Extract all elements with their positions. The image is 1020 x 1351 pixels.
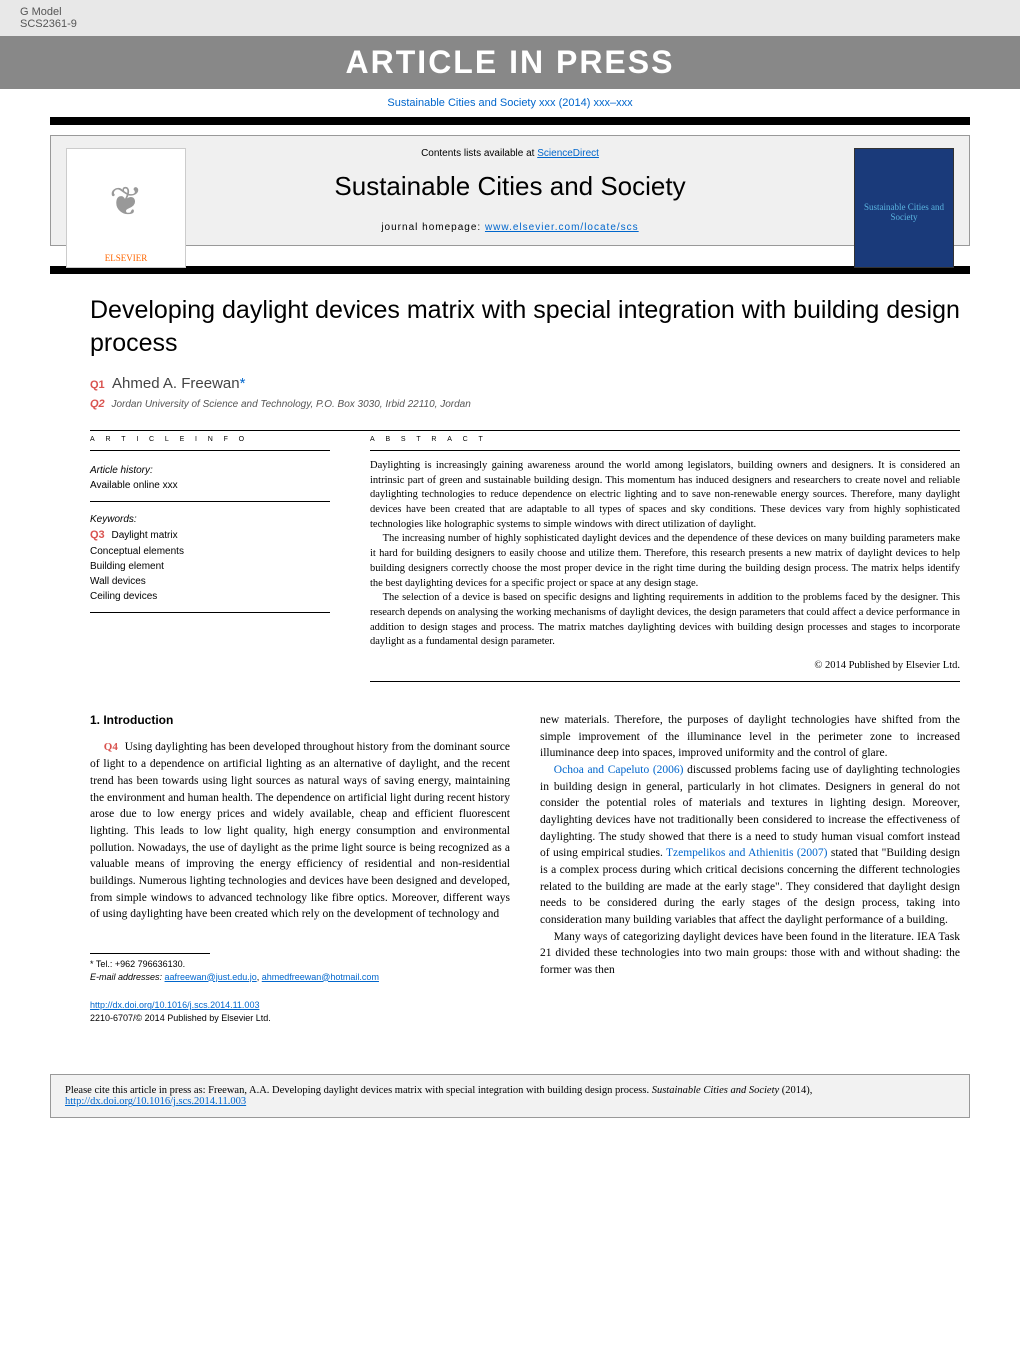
abstract-p3: The selection of a device is based on sp…: [370, 591, 960, 650]
tel-line: * Tel.: +962 796636130.: [90, 958, 510, 971]
cite-text-b: (2014),: [779, 1085, 812, 1096]
abstract-text: Daylighting is increasingly gaining awar…: [370, 459, 960, 650]
right-column: new materials. Therefore, the purposes o…: [540, 712, 960, 1024]
history-label: Article history:: [90, 463, 330, 478]
author-line: Q1 Ahmed A. Freewan*: [90, 375, 960, 392]
intro-p1: Q4 Using daylighting has been developed …: [90, 739, 510, 923]
abstract-rule: [370, 681, 960, 682]
model-bar: G Model SCS2361-9: [0, 0, 1020, 36]
divider-bar-top: [50, 117, 970, 125]
keyword-item: Q3 Daylight matrix: [90, 527, 330, 544]
history-line: Available online xxx: [90, 478, 330, 493]
model-code: SCS2361-9: [20, 18, 1000, 30]
abstract-col: a b s t r a c t Daylighting is increasin…: [370, 433, 960, 682]
query-q3: Q3: [90, 529, 105, 541]
affiliation-text: Jordan University of Science and Technol…: [111, 399, 470, 410]
elsevier-text: ELSEVIER: [105, 253, 148, 263]
elsevier-tree-icon: ❦: [109, 149, 143, 253]
divider-bar-bottom: [50, 266, 970, 274]
abstract-p1: Daylighting is increasingly gaining awar…: [370, 459, 960, 532]
query-q2: Q2: [90, 398, 105, 410]
journal-header-box: ❦ ELSEVIER Sustainable Cities and Societ…: [50, 135, 970, 246]
col2-p1: new materials. Therefore, the purposes o…: [540, 712, 960, 762]
keywords-block: Keywords: Q3 Daylight matrix Conceptual …: [90, 508, 330, 613]
homepage-prefix: journal homepage:: [381, 222, 485, 233]
article-body: Developing daylight devices matrix with …: [0, 274, 1020, 1044]
email-link-2[interactable]: ahmedfreewan@hotmail.com: [262, 972, 379, 982]
contents-line: Contents lists available at ScienceDirec…: [211, 148, 809, 159]
journal-reference: Sustainable Cities and Society xxx (2014…: [0, 89, 1020, 117]
article-info-col: a r t i c l e i n f o Article history: A…: [90, 433, 330, 682]
email-line: E-mail addresses: aafreewan@just.edu.jo,…: [90, 971, 510, 984]
page: G Model SCS2361-9 ARTICLE IN PRESS Susta…: [0, 0, 1020, 1118]
citation-ochoa[interactable]: Ochoa and Capeluto (2006): [554, 764, 684, 776]
main-columns: 1. Introduction Q4 Using daylighting has…: [90, 712, 960, 1024]
doi-block: http://dx.doi.org/10.1016/j.scs.2014.11.…: [90, 999, 510, 1024]
model-label: G Model: [20, 6, 1000, 18]
footnote-block: * Tel.: +962 796636130. E-mail addresses…: [90, 958, 510, 983]
abstract-heading: a b s t r a c t: [370, 433, 960, 451]
citation-tzempelikos[interactable]: Tzempelikos and Athienitis (2007): [666, 847, 827, 859]
keyword-item: Building element: [90, 559, 330, 574]
sciencedirect-link[interactable]: ScienceDirect: [537, 148, 599, 159]
history-block: Article history: Available online xxx: [90, 459, 330, 502]
cover-title: Sustainable Cities and Society: [859, 202, 949, 222]
query-q1: Q1: [90, 379, 105, 391]
intro-heading: 1. Introduction: [90, 712, 510, 729]
left-column: 1. Introduction Q4 Using daylighting has…: [90, 712, 510, 1024]
elsevier-logo: ❦ ELSEVIER: [66, 148, 186, 268]
keyword-item: Wall devices: [90, 574, 330, 589]
journal-name: Sustainable Cities and Society: [211, 171, 809, 202]
article-title: Developing daylight devices matrix with …: [90, 294, 960, 359]
author-name: Ahmed A. Freewan: [112, 375, 240, 392]
info-abstract-row: a r t i c l e i n f o Article history: A…: [90, 430, 960, 682]
keywords-label: Keywords:: [90, 512, 330, 527]
journal-cover-thumb: Sustainable Cities and Society: [854, 148, 954, 268]
query-q4: Q4: [104, 741, 118, 753]
keyword-item: Conceptual elements: [90, 544, 330, 559]
copyright: © 2014 Published by Elsevier Ltd.: [370, 660, 960, 671]
cite-text-a: Please cite this article in press as: Fr…: [65, 1085, 652, 1096]
email-label: E-mail addresses:: [90, 972, 165, 982]
keyword-item: Ceiling devices: [90, 589, 330, 604]
email-link-1[interactable]: aafreewan@just.edu.jo: [165, 972, 257, 982]
footnote-rule: [90, 953, 210, 954]
homepage-line: journal homepage: www.elsevier.com/locat…: [211, 222, 809, 233]
col2-p2: Ochoa and Capeluto (2006) discussed prob…: [540, 762, 960, 929]
cite-doi-link[interactable]: http://dx.doi.org/10.1016/j.scs.2014.11.…: [65, 1096, 246, 1107]
issn-line: 2210-6707/© 2014 Published by Elsevier L…: [90, 1013, 271, 1023]
affiliation-line: Q2 Jordan University of Science and Tech…: [90, 398, 960, 410]
article-in-press-banner: ARTICLE IN PRESS: [0, 36, 1020, 89]
article-info-heading: a r t i c l e i n f o: [90, 433, 330, 451]
cite-article-box: Please cite this article in press as: Fr…: [50, 1074, 970, 1118]
col2-p3: Many ways of categorizing daylight devic…: [540, 929, 960, 979]
homepage-link[interactable]: www.elsevier.com/locate/scs: [485, 222, 639, 233]
cite-journal: Sustainable Cities and Society: [652, 1085, 779, 1096]
abstract-p2: The increasing number of highly sophisti…: [370, 532, 960, 591]
contents-prefix: Contents lists available at: [421, 148, 537, 159]
doi-link[interactable]: http://dx.doi.org/10.1016/j.scs.2014.11.…: [90, 1000, 259, 1010]
corresponding-star: *: [240, 375, 246, 392]
